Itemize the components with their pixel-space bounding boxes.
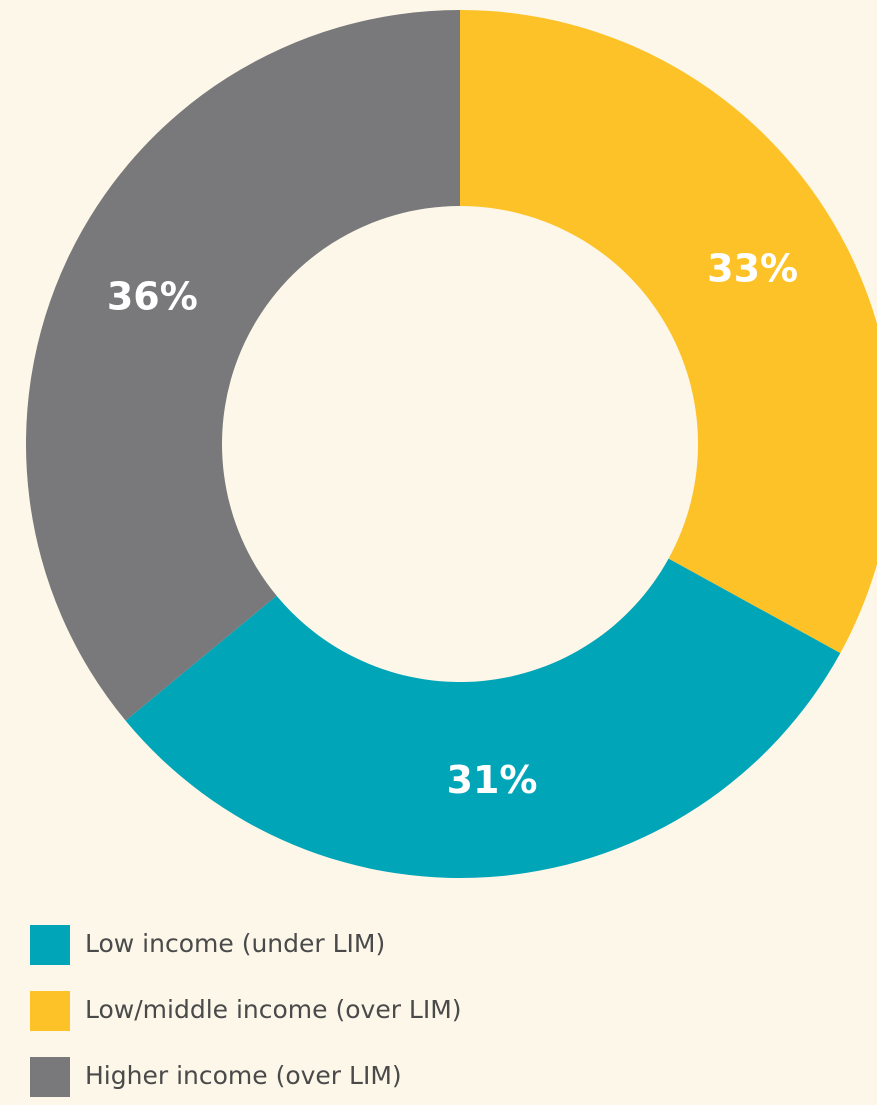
legend-label: Low/middle income (over LIM) <box>85 995 462 1024</box>
value-label: 33% <box>707 246 798 290</box>
donut-slice <box>125 558 841 879</box>
legend-label: Low income (under LIM) <box>85 929 385 958</box>
legend-swatch <box>30 925 70 965</box>
donut-slice <box>460 10 877 654</box>
legend-swatch <box>30 1057 70 1097</box>
legend-label: Higher income (over LIM) <box>85 1061 402 1090</box>
value-label: 36% <box>107 275 198 319</box>
donut-slice <box>26 10 461 721</box>
value-label: 31% <box>447 758 538 802</box>
legend-swatch <box>30 991 70 1031</box>
